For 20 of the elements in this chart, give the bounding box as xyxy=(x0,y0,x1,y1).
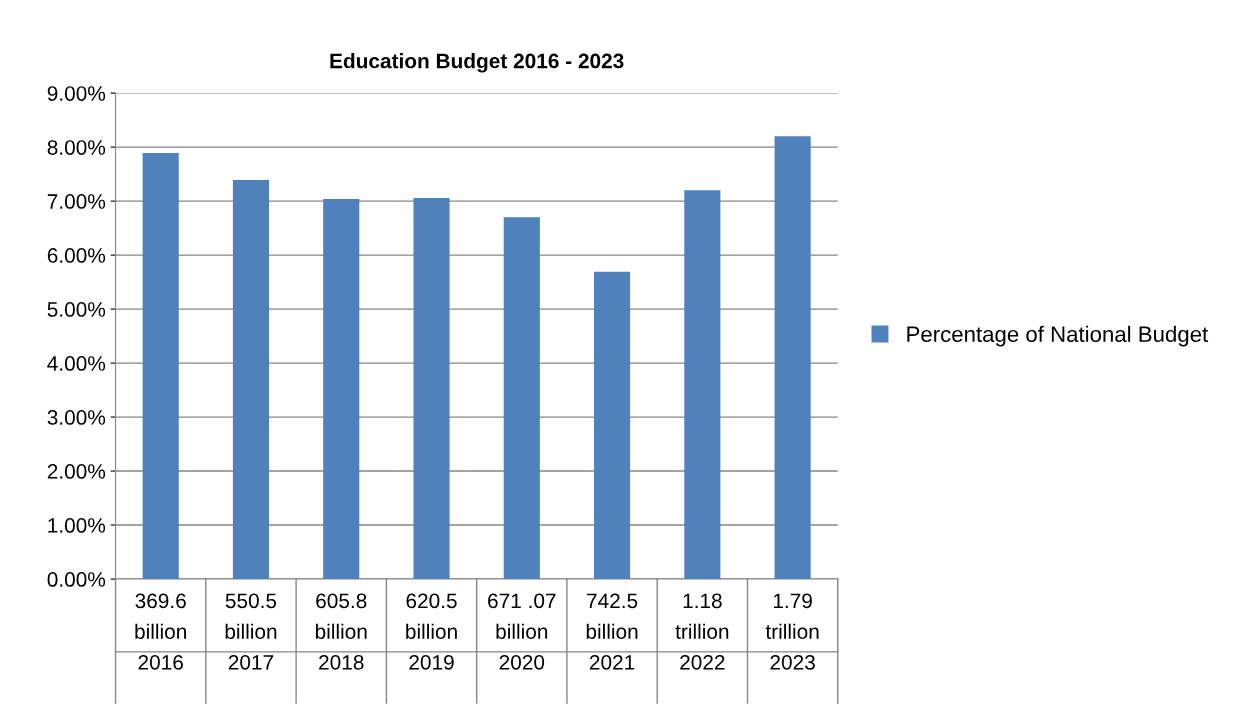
x-tick-label: 1.18 trillion 2022 xyxy=(675,593,729,670)
x-tick-label: 671 .07 billion 2020 xyxy=(488,593,556,670)
y-tick-label: 4.00% xyxy=(47,356,106,371)
x-tick-label: 605.8 billion 2018 xyxy=(315,593,367,670)
chart-title: Education Budget 2016 - 2023 xyxy=(330,53,624,73)
y-tick-label: 1.00% xyxy=(48,518,106,533)
legend-label: Percentage of National Budget xyxy=(907,325,1209,347)
x-tick-label: 742.5 billion 2021 xyxy=(586,593,638,670)
y-tick-label: 9.00% xyxy=(47,86,106,101)
y-tick-label: 2.00% xyxy=(47,464,106,479)
x-tick-label: 1.79 trillion 2023 xyxy=(765,593,819,670)
x-tick-label: 620.5 billion 2019 xyxy=(406,593,457,670)
y-tick-label: 3.00% xyxy=(47,410,106,425)
y-tick-label: 5.00% xyxy=(47,302,106,317)
y-tick-label: 8.00% xyxy=(47,140,106,155)
x-tick-label: 550.5 billion 2017 xyxy=(225,593,277,670)
y-tick-label: 0.00% xyxy=(47,572,106,587)
x-tick-label: 369.6 billion 2016 xyxy=(135,593,186,670)
y-tick-label: 7.00% xyxy=(47,194,106,209)
y-tick-label: 6.00% xyxy=(47,248,106,263)
